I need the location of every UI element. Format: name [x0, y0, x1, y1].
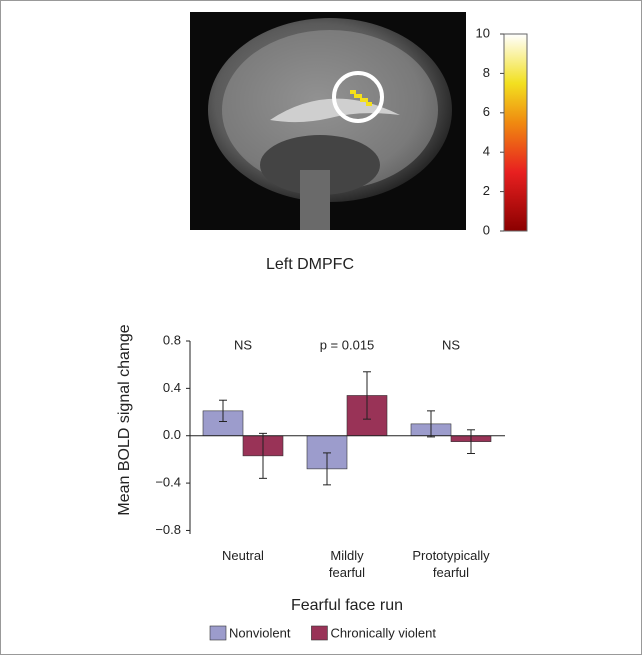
y-tick-label: −0.8: [155, 522, 181, 537]
x-tick-label: Mildly fearful: [317, 547, 377, 581]
annotation: NS: [234, 337, 252, 352]
colorbar-tick-label: 0: [483, 222, 490, 237]
colorbar: [504, 34, 527, 231]
y-axis-label: Mean BOLD signal change: [116, 324, 133, 515]
colorbar-tick-label: 4: [483, 144, 490, 159]
brain-image: [190, 12, 466, 230]
x-axis-label: Fearful face run: [291, 597, 403, 614]
x-tick-label: Neutral: [191, 547, 295, 564]
legend-label: Chronically violent: [330, 625, 436, 640]
legend-swatch: [311, 626, 327, 640]
y-tick-label: 0.8: [163, 332, 181, 347]
legend-swatch: [210, 626, 226, 640]
legend-label: Nonviolent: [229, 625, 291, 640]
y-tick-label: 0.4: [163, 380, 181, 395]
x-tick-label: Prototypically fearful: [399, 547, 503, 581]
y-tick-label: 0.0: [163, 427, 181, 442]
colorbar-tick-label: 2: [483, 183, 490, 198]
region-label: Left DMPFC: [266, 256, 354, 273]
figure: Left DMPFC Mean BOLD signal change Fearf…: [0, 0, 643, 656]
annotation: NS: [442, 337, 460, 352]
colorbar-tick-label: 6: [483, 104, 490, 119]
colorbar-tick-label: 10: [476, 25, 490, 40]
annotation: p = 0.015: [320, 337, 375, 352]
y-tick-label: −0.4: [155, 475, 181, 490]
colorbar-tick-label: 8: [483, 65, 490, 80]
